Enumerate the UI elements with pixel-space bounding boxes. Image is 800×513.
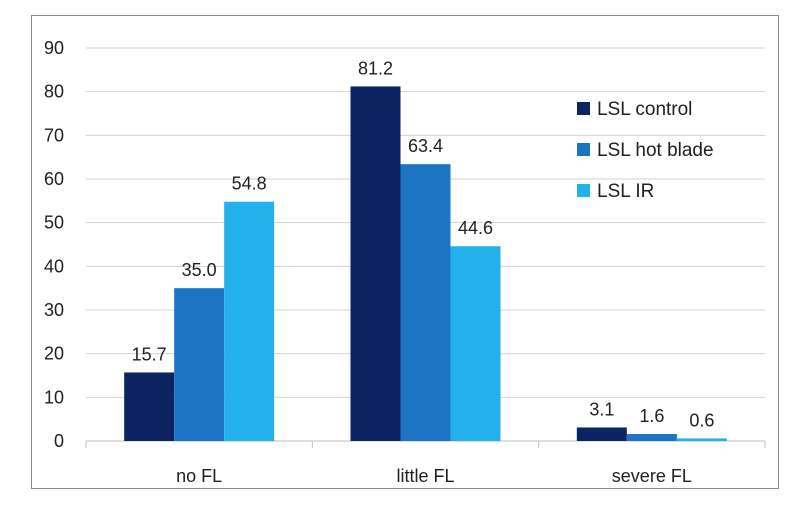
y-tick-label: 20 (44, 344, 64, 364)
data-label: 35.0 (182, 260, 217, 280)
legend-label: LSL control (597, 99, 692, 120)
data-label: 1.6 (639, 406, 664, 426)
legend-label: LSL IR (597, 181, 654, 202)
bar-lsl-control-2 (576, 427, 627, 441)
data-label: 3.1 (589, 399, 614, 419)
data-label: 54.8 (232, 174, 267, 194)
x-tick-label: severe FL (612, 466, 692, 486)
y-tick-label: 0 (54, 431, 64, 451)
x-tick-label: little FL (396, 466, 454, 486)
y-tick-label: 10 (44, 387, 64, 407)
bar-lsl-hot-blade-0 (174, 288, 225, 441)
y-tick-label: 30 (44, 300, 64, 320)
bar-lsl-hot-blade-2 (626, 434, 677, 441)
y-tick-label: 50 (44, 213, 64, 233)
legend-swatch-lsl-ir (577, 184, 590, 197)
bar-lsl-hot-blade-1 (400, 164, 451, 442)
data-label: 44.6 (458, 218, 493, 238)
y-tick-label: 80 (44, 82, 64, 102)
bar-lsl-ir-1 (450, 246, 501, 441)
y-tick-label: 40 (44, 256, 64, 276)
bar-lsl-control-1 (350, 86, 401, 441)
legend-label: LSL hot blade (597, 140, 714, 161)
data-label: 0.6 (689, 410, 714, 430)
bar-lsl-ir-0 (224, 201, 275, 441)
data-label: 63.4 (408, 136, 443, 156)
legend-swatch-lsl-control (577, 102, 590, 115)
legend-swatch-lsl-hot-blade (577, 143, 590, 156)
data-label: 15.7 (132, 344, 167, 364)
data-label: 81.2 (358, 58, 393, 78)
y-tick-label: 90 (44, 38, 64, 58)
y-tick-label: 70 (44, 125, 64, 145)
x-tick-label: no FL (176, 466, 222, 486)
bar-lsl-control-0 (124, 372, 175, 441)
y-tick-label: 60 (44, 169, 64, 189)
bar-lsl-ir-2 (676, 438, 727, 441)
